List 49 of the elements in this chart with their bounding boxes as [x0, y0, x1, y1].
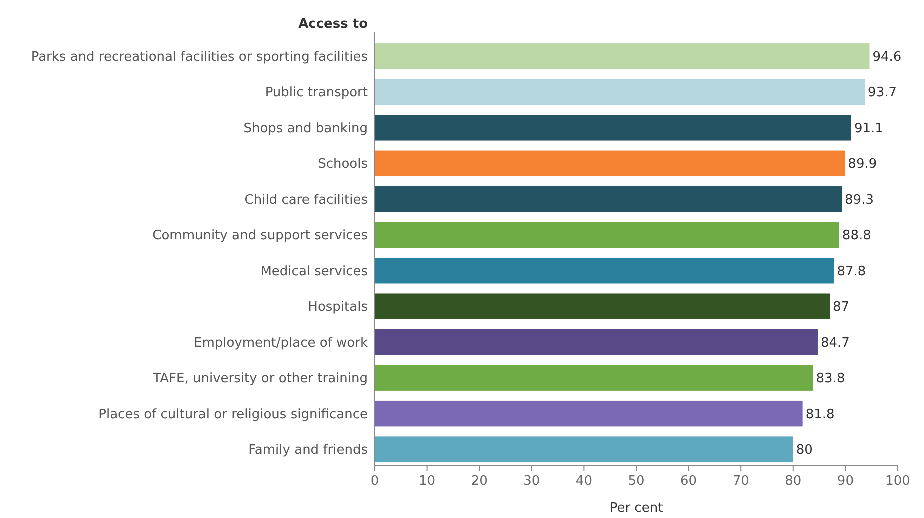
bar — [375, 365, 814, 391]
x-tick-label: 100 — [886, 474, 910, 489]
data-label: 89.3 — [845, 192, 874, 208]
y-tick-label: Community and support services — [152, 228, 368, 244]
bar — [375, 44, 870, 70]
y-axis-title: Access to — [298, 17, 368, 32]
data-label: 84.7 — [820, 336, 850, 351]
x-tick-label: 50 — [628, 474, 645, 489]
y-tick-label: Hospitals — [308, 300, 368, 316]
x-tick-label: 90 — [837, 474, 854, 489]
y-tick-label: Parks and recreational facilities or sporting facilities — [31, 50, 368, 65]
data-label: 80 — [796, 443, 813, 458]
data-label: 88.8 — [842, 228, 872, 244]
data-label: 94.6 — [872, 50, 902, 65]
bar — [375, 115, 852, 141]
x-tick-label: 30 — [524, 474, 540, 489]
data-label: 81.8 — [806, 407, 835, 422]
y-tick-label: Employment/place of work — [194, 336, 368, 351]
bar — [375, 79, 866, 106]
data-label: 87 — [833, 300, 850, 316]
bar — [375, 329, 818, 356]
y-tick-label: Public transport — [265, 86, 368, 101]
x-tick-label: 80 — [785, 474, 802, 489]
data-label: 83.8 — [816, 372, 846, 387]
bar — [375, 400, 803, 427]
y-tick-label: TAFE, university or other training — [152, 372, 368, 387]
x-tick-label: 0 — [370, 474, 380, 489]
x-tick-label: 40 — [576, 474, 592, 489]
x-tick-label: 60 — [680, 474, 698, 489]
data-label: 91.1 — [854, 121, 884, 136]
bar — [375, 186, 842, 212]
data-label: 87.8 — [837, 264, 866, 280]
bar — [375, 258, 834, 284]
bar — [375, 436, 794, 462]
x-tick-label: 20 — [471, 474, 488, 489]
y-tick-label: Medical services — [260, 264, 368, 280]
bar — [375, 222, 840, 248]
data-label: 89.9 — [848, 157, 878, 172]
data-label: 93.7 — [868, 86, 898, 101]
x-tick-label: 10 — [419, 474, 436, 489]
bar — [375, 294, 830, 320]
x-tick-label: 70 — [732, 474, 750, 489]
y-tick-label: Schools — [318, 157, 368, 172]
y-tick-label: Places of cultural or religious significance — [98, 407, 368, 422]
y-tick-label: Child care facilities — [244, 192, 368, 208]
x-axis-title: Per cent — [610, 501, 664, 516]
bar — [375, 150, 846, 177]
y-tick-label: Shops and banking — [244, 121, 368, 136]
y-tick-label: Family and friends — [248, 443, 368, 458]
